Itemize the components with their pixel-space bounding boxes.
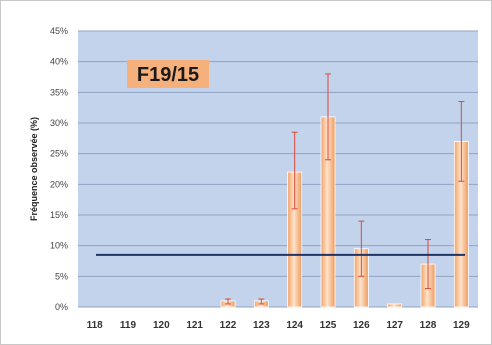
- error-bar-128: [425, 239, 431, 290]
- y-axis-ticks: 0% 5% 10% 15% 20% 25% 30% 35% 40% 45%: [50, 26, 68, 312]
- y-tick-label: 45%: [50, 26, 68, 36]
- y-tick-label: 30%: [50, 118, 68, 128]
- x-tick-label: 129: [453, 320, 470, 331]
- x-tick-label: 120: [153, 320, 170, 331]
- error-bar-125: [325, 73, 331, 161]
- x-tick-label: 122: [220, 320, 237, 331]
- x-tick-label: 119: [120, 320, 137, 331]
- x-tick-label: 121: [186, 320, 203, 331]
- x-tick-label: 126: [353, 320, 370, 331]
- x-tick-label: 118: [87, 320, 104, 331]
- x-tick-label: 124: [286, 320, 303, 331]
- chart-title: F19/15: [137, 64, 199, 86]
- x-tick-label: 127: [386, 320, 403, 331]
- x-tick-label: 128: [420, 320, 437, 331]
- error-bar-129: [458, 101, 465, 182]
- y-tick-label: 20%: [50, 179, 68, 189]
- chart-title-box: [127, 60, 209, 88]
- x-tick-label: 123: [253, 320, 270, 331]
- y-tick-label: 25%: [50, 149, 68, 159]
- y-axis-label: Fréquence observée (%): [29, 117, 39, 221]
- y-tick-label: 0%: [55, 302, 68, 312]
- error-bar-122: [225, 298, 231, 305]
- y-tick-label: 5%: [55, 271, 68, 281]
- y-tick-label: 35%: [50, 87, 68, 97]
- bar-127: [387, 303, 403, 308]
- error-bar-126: [358, 220, 365, 277]
- y-tick-label: 10%: [50, 241, 68, 251]
- y-tick-label: 40%: [50, 57, 68, 67]
- x-tick-label: 125: [320, 320, 337, 331]
- error-bars: [225, 73, 465, 305]
- error-bar-124: [291, 131, 298, 210]
- x-axis-ticks: 118 119 120 121 122 123 124 125 126 127 128 129: [87, 320, 471, 331]
- y-tick-label: 15%: [50, 210, 68, 220]
- error-bar-123: [258, 298, 265, 305]
